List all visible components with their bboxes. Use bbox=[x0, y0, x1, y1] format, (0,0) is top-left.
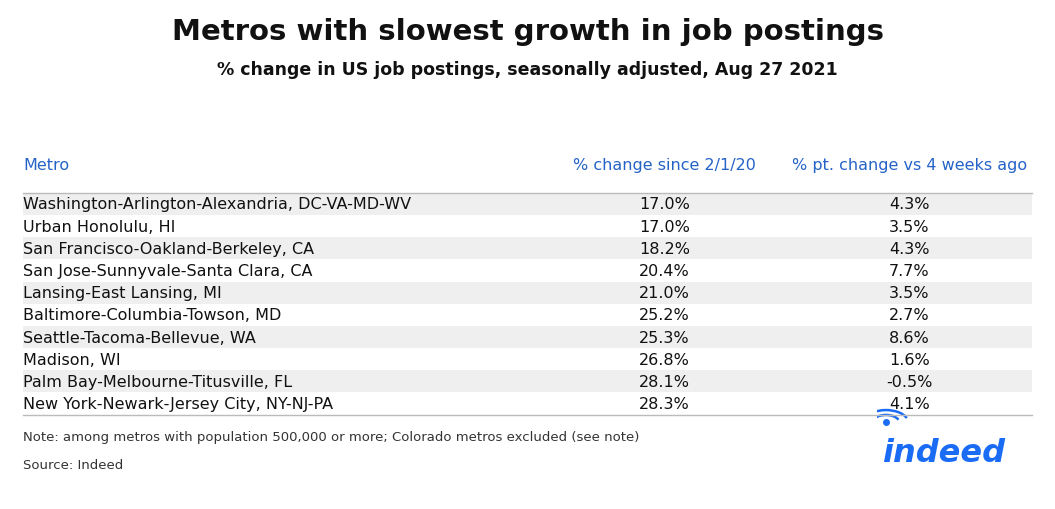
Text: 4.3%: 4.3% bbox=[889, 197, 929, 212]
Text: Lansing-East Lansing, MI: Lansing-East Lansing, MI bbox=[23, 286, 222, 300]
Text: 1.6%: 1.6% bbox=[889, 352, 929, 367]
Text: Note: among metros with population 500,000 or more; Colorado metros excluded (se: Note: among metros with population 500,0… bbox=[23, 430, 639, 443]
Text: 4.1%: 4.1% bbox=[889, 397, 929, 411]
Text: 2.7%: 2.7% bbox=[889, 308, 929, 323]
Text: 3.5%: 3.5% bbox=[889, 219, 929, 234]
Text: 18.2%: 18.2% bbox=[639, 241, 690, 256]
Text: % pt. change vs 4 weeks ago: % pt. change vs 4 weeks ago bbox=[792, 158, 1027, 173]
Text: Source: Indeed: Source: Indeed bbox=[23, 458, 123, 471]
Text: 25.3%: 25.3% bbox=[639, 330, 690, 345]
Text: New York-Newark-Jersey City, NY-NJ-PA: New York-Newark-Jersey City, NY-NJ-PA bbox=[23, 397, 333, 411]
Text: indeed: indeed bbox=[882, 438, 1005, 468]
Text: 17.0%: 17.0% bbox=[639, 197, 690, 212]
Text: 28.1%: 28.1% bbox=[639, 374, 690, 389]
Text: Madison, WI: Madison, WI bbox=[23, 352, 121, 367]
Text: 4.3%: 4.3% bbox=[889, 241, 929, 256]
Text: 7.7%: 7.7% bbox=[889, 264, 929, 278]
Text: 8.6%: 8.6% bbox=[889, 330, 929, 345]
Text: % change since 2/1/20: % change since 2/1/20 bbox=[573, 158, 756, 173]
Text: 20.4%: 20.4% bbox=[639, 264, 690, 278]
Text: Urban Honolulu, HI: Urban Honolulu, HI bbox=[23, 219, 175, 234]
Text: Baltimore-Columbia-Towson, MD: Baltimore-Columbia-Towson, MD bbox=[23, 308, 282, 323]
Text: Palm Bay-Melbourne-Titusville, FL: Palm Bay-Melbourne-Titusville, FL bbox=[23, 374, 292, 389]
Text: Seattle-Tacoma-Bellevue, WA: Seattle-Tacoma-Bellevue, WA bbox=[23, 330, 256, 345]
Text: 21.0%: 21.0% bbox=[639, 286, 690, 300]
Text: 28.3%: 28.3% bbox=[639, 397, 690, 411]
Text: Metros with slowest growth in job postings: Metros with slowest growth in job postin… bbox=[172, 18, 883, 46]
Text: 26.8%: 26.8% bbox=[639, 352, 690, 367]
Text: -0.5%: -0.5% bbox=[886, 374, 933, 389]
Text: Washington-Arlington-Alexandria, DC-VA-MD-WV: Washington-Arlington-Alexandria, DC-VA-M… bbox=[23, 197, 411, 212]
Text: % change in US job postings, seasonally adjusted, Aug 27 2021: % change in US job postings, seasonally … bbox=[217, 61, 838, 79]
Text: San Francisco-Oakland-Berkeley, CA: San Francisco-Oakland-Berkeley, CA bbox=[23, 241, 314, 256]
Text: 3.5%: 3.5% bbox=[889, 286, 929, 300]
Text: Metro: Metro bbox=[23, 158, 70, 173]
Text: 25.2%: 25.2% bbox=[639, 308, 690, 323]
Text: 17.0%: 17.0% bbox=[639, 219, 690, 234]
Text: San Jose-Sunnyvale-Santa Clara, CA: San Jose-Sunnyvale-Santa Clara, CA bbox=[23, 264, 312, 278]
